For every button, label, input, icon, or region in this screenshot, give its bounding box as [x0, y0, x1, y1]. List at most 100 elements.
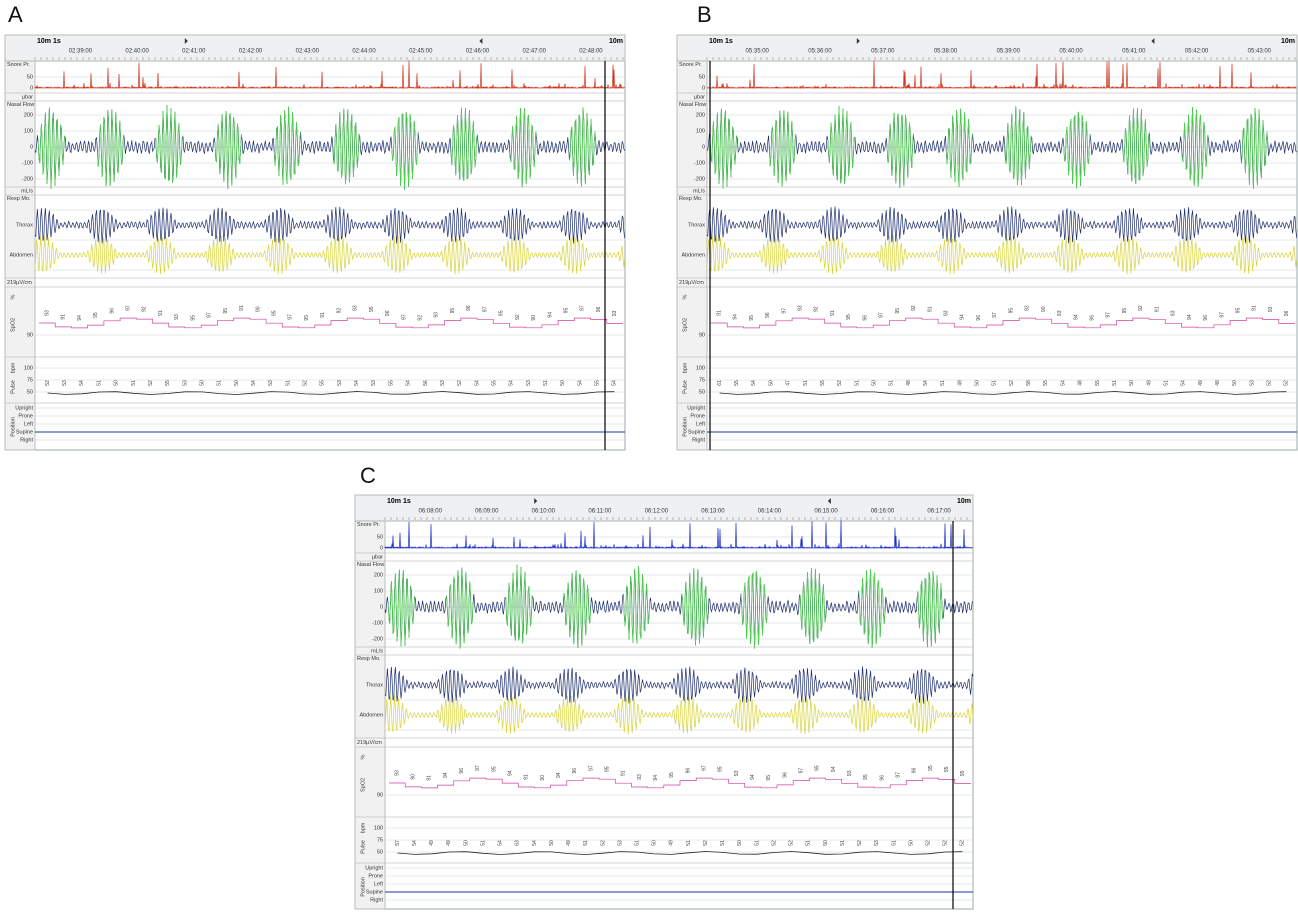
- axis-label: 50: [699, 389, 705, 395]
- pulse-value: 52: [771, 840, 777, 846]
- axis-label: 200: [24, 112, 33, 118]
- spo2-value: 94: [77, 315, 83, 321]
- spo2-value: 93: [1268, 306, 1274, 312]
- position-label: Prone: [690, 413, 705, 419]
- pulse-value: 53: [526, 380, 532, 386]
- time-label: 05:37:00: [871, 49, 895, 55]
- pulse-value: 52: [1284, 380, 1290, 386]
- spo2-value: 92: [814, 306, 820, 312]
- spo2-value: 91: [1154, 306, 1160, 312]
- spo2-value: 90: [411, 774, 417, 780]
- axis-label: 90: [377, 792, 383, 798]
- pulse-value: 50: [768, 380, 774, 386]
- pulse-value: 50: [234, 380, 240, 386]
- screenshot: A10m 1s10m02:39:0002:40:0002:41:0002:42:…: [0, 0, 1298, 911]
- axis-label: -100: [694, 160, 705, 166]
- position-label: Upright: [15, 405, 33, 411]
- pulse-value: 55: [1043, 380, 1049, 386]
- time-label: 02:43:00: [296, 49, 320, 55]
- channel-label: Snore Pr.: [7, 62, 30, 68]
- pulse-value: 57: [395, 840, 401, 846]
- time-label: 06:08:00: [419, 509, 443, 515]
- pulse-value: 51: [217, 380, 223, 386]
- pulse-value: 51: [131, 380, 137, 386]
- time-label: 06:11:00: [588, 509, 612, 515]
- spo2-value: 93: [1057, 310, 1063, 316]
- spo2-value: 94: [556, 772, 562, 778]
- spo2-value: 95: [749, 315, 755, 321]
- time-label: 02:40:00: [125, 49, 149, 55]
- spo2-value: 96: [782, 772, 788, 778]
- pulse-value: 51: [754, 840, 760, 846]
- time-label: 06:09:00: [475, 509, 499, 515]
- pulse-value: 51: [686, 840, 692, 846]
- channel-label: Thorax: [16, 222, 33, 228]
- unit-label: bpm: [682, 362, 688, 373]
- axis-label: 0: [380, 604, 383, 610]
- spo2-value: 95: [1122, 308, 1128, 314]
- spo2-value: 97: [702, 765, 708, 771]
- pulse-value: 55: [320, 380, 326, 386]
- time-label: 06:13:00: [701, 509, 725, 515]
- axis-label: 90: [699, 332, 705, 338]
- spo2-value: 96: [109, 308, 115, 314]
- axis-label: 50: [377, 534, 383, 540]
- spo2-value: 91: [239, 305, 245, 311]
- pulse-value: 49: [957, 380, 963, 386]
- spo2-value: 95: [564, 308, 570, 314]
- time-span: 10m 1s: [387, 498, 411, 505]
- unit-label: mL/s: [371, 648, 383, 654]
- spo2-value: 95: [960, 770, 966, 776]
- spo2-value: 97: [879, 312, 885, 318]
- position-label: Supine: [16, 429, 33, 435]
- pulse-value: 50: [200, 380, 206, 386]
- pulse-value: 49: [429, 840, 435, 846]
- spo2-value: 96: [572, 768, 578, 774]
- axis-label: 75: [699, 377, 705, 383]
- time-label: 02:41:00: [182, 49, 206, 55]
- time-label: 05:38:00: [934, 49, 958, 55]
- spo2-value: 96: [912, 768, 918, 774]
- panel-letter: C: [360, 463, 376, 488]
- axis-label: 100: [696, 365, 705, 371]
- time-label: 05:42:00: [1185, 49, 1209, 55]
- axis-label: 50: [27, 74, 33, 80]
- channel-label: Thorax: [366, 682, 383, 688]
- spo2-value: 96: [385, 310, 391, 316]
- spo2-value: 91: [158, 310, 164, 316]
- channel-label: Thorax: [688, 222, 705, 228]
- spo2-value: 97: [781, 308, 787, 314]
- spo2-value: 97: [401, 314, 407, 320]
- pulse-value: 51: [480, 840, 486, 846]
- spo2-value: 95: [491, 766, 497, 772]
- channel-label: Abdomen: [9, 252, 33, 258]
- unit-label: µbar: [694, 94, 705, 100]
- spo2-value: 90: [531, 315, 537, 321]
- axis-label: 100: [24, 365, 33, 371]
- pulse-value: 52: [943, 840, 949, 846]
- channel-label: Abdomen: [359, 712, 383, 718]
- spo2-value: 91: [621, 770, 627, 776]
- pulse-value: 48: [1078, 380, 1084, 386]
- spo2-value: 97: [475, 765, 481, 771]
- spo2-value: 97: [896, 772, 902, 778]
- pulse-value: 52: [45, 380, 51, 386]
- spo2-value: 95: [499, 310, 505, 316]
- spo2-value: 95: [928, 765, 934, 771]
- pulse-value: 49: [1198, 380, 1204, 386]
- spo2-value: 97: [580, 305, 586, 311]
- spo2-value: 94: [750, 774, 756, 780]
- spo2-value: 95: [272, 310, 278, 316]
- time-end: 10m: [1281, 38, 1295, 45]
- spo2-value: 95: [1236, 308, 1242, 314]
- spo2-value: 93: [174, 314, 180, 320]
- spo2-value: 95: [190, 315, 196, 321]
- pulse-value: 53: [874, 840, 880, 846]
- spo2-value: 95: [846, 314, 852, 320]
- pulse-value: 51: [720, 840, 726, 846]
- spo2-value: 95: [944, 766, 950, 772]
- unit-label: bpm: [360, 822, 366, 833]
- pulse-value: 54: [406, 380, 412, 386]
- time-end: 10m: [957, 498, 971, 505]
